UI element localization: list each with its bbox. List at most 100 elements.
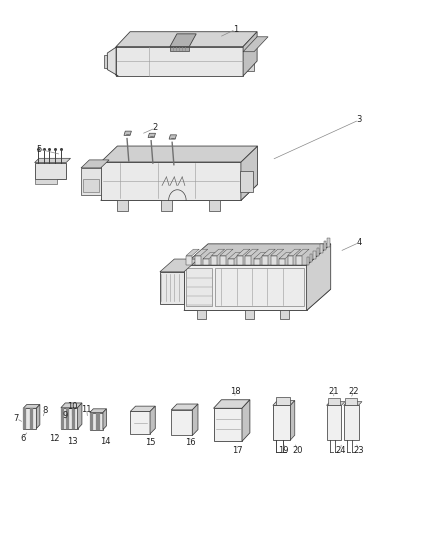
Polygon shape	[61, 408, 78, 429]
Polygon shape	[214, 408, 242, 441]
Polygon shape	[186, 249, 199, 255]
Polygon shape	[161, 200, 172, 211]
Polygon shape	[30, 408, 33, 429]
Text: 1: 1	[233, 25, 238, 34]
Polygon shape	[242, 400, 250, 441]
Text: 7: 7	[14, 414, 19, 423]
Polygon shape	[296, 249, 309, 255]
Polygon shape	[203, 259, 209, 265]
Text: 17: 17	[233, 446, 243, 455]
Polygon shape	[170, 34, 196, 47]
Polygon shape	[314, 251, 316, 259]
Text: 14: 14	[100, 437, 110, 446]
Polygon shape	[245, 310, 254, 319]
Polygon shape	[78, 403, 82, 429]
Polygon shape	[243, 52, 254, 71]
Polygon shape	[103, 409, 106, 430]
Polygon shape	[280, 310, 289, 319]
Polygon shape	[209, 200, 220, 211]
Polygon shape	[343, 405, 358, 440]
Polygon shape	[169, 135, 177, 139]
Polygon shape	[345, 398, 357, 405]
Polygon shape	[243, 37, 268, 52]
Polygon shape	[228, 259, 234, 265]
Polygon shape	[215, 268, 304, 306]
Polygon shape	[171, 410, 192, 435]
Polygon shape	[287, 249, 300, 255]
Polygon shape	[254, 259, 260, 265]
Text: 18: 18	[230, 387, 241, 396]
Polygon shape	[23, 405, 40, 408]
Polygon shape	[192, 404, 198, 435]
Text: 9: 9	[62, 411, 67, 420]
Text: 8: 8	[42, 406, 48, 415]
Text: 24: 24	[335, 446, 346, 455]
Polygon shape	[170, 47, 189, 51]
Polygon shape	[116, 47, 243, 76]
Polygon shape	[245, 249, 258, 255]
Text: 12: 12	[49, 434, 60, 442]
Polygon shape	[184, 265, 307, 310]
Polygon shape	[271, 249, 284, 255]
Polygon shape	[116, 32, 257, 47]
Polygon shape	[131, 406, 155, 411]
Polygon shape	[197, 310, 206, 319]
Polygon shape	[220, 249, 233, 255]
Polygon shape	[279, 259, 285, 265]
Polygon shape	[307, 256, 309, 265]
Polygon shape	[90, 413, 103, 430]
Polygon shape	[148, 133, 155, 138]
Polygon shape	[104, 55, 107, 68]
Polygon shape	[271, 255, 276, 265]
Polygon shape	[96, 413, 100, 430]
Polygon shape	[90, 409, 106, 413]
Polygon shape	[240, 171, 253, 192]
Polygon shape	[186, 268, 212, 306]
Text: 15: 15	[145, 438, 155, 447]
Polygon shape	[150, 406, 155, 434]
Polygon shape	[107, 47, 118, 76]
Polygon shape	[324, 241, 326, 250]
Polygon shape	[214, 400, 250, 408]
Text: 10: 10	[67, 402, 78, 410]
Polygon shape	[279, 252, 292, 259]
Text: 4: 4	[357, 238, 362, 247]
Text: 22: 22	[349, 387, 359, 396]
Polygon shape	[194, 249, 208, 255]
Polygon shape	[61, 403, 82, 408]
Polygon shape	[326, 405, 342, 440]
Polygon shape	[35, 179, 57, 184]
Polygon shape	[81, 160, 109, 168]
Polygon shape	[35, 158, 71, 163]
Polygon shape	[343, 402, 362, 405]
Polygon shape	[72, 408, 75, 429]
Polygon shape	[212, 249, 225, 255]
Polygon shape	[317, 247, 319, 256]
Text: 20: 20	[293, 446, 303, 455]
Polygon shape	[296, 255, 302, 265]
Text: 23: 23	[354, 446, 364, 455]
Text: 13: 13	[67, 437, 78, 446]
Polygon shape	[327, 238, 330, 247]
Polygon shape	[117, 200, 128, 211]
Polygon shape	[171, 404, 198, 410]
Polygon shape	[320, 245, 323, 253]
Polygon shape	[101, 162, 241, 200]
Polygon shape	[241, 146, 258, 200]
Text: 16: 16	[185, 438, 196, 447]
Polygon shape	[276, 397, 290, 405]
Polygon shape	[23, 408, 36, 429]
Polygon shape	[262, 255, 268, 265]
Polygon shape	[328, 398, 340, 405]
Polygon shape	[35, 163, 66, 179]
Polygon shape	[184, 289, 331, 310]
Text: 3: 3	[357, 116, 362, 124]
Polygon shape	[243, 32, 257, 76]
Polygon shape	[273, 405, 290, 440]
Polygon shape	[81, 168, 101, 195]
Polygon shape	[262, 249, 276, 255]
Text: 11: 11	[81, 405, 92, 414]
Polygon shape	[124, 131, 131, 135]
Polygon shape	[67, 408, 69, 429]
Polygon shape	[237, 249, 250, 255]
